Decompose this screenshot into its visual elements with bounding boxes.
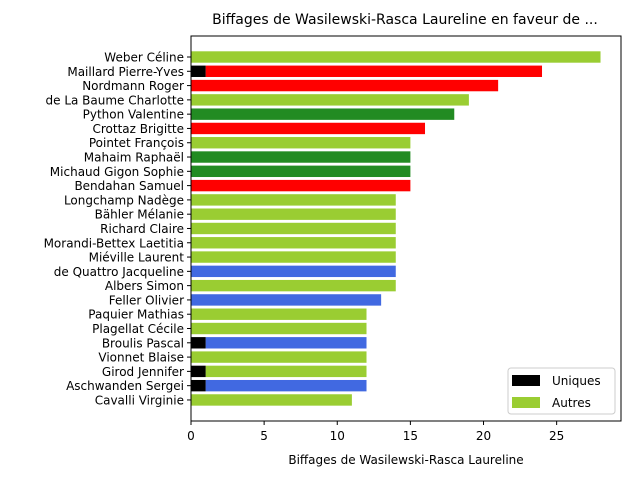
- bar-autres: [191, 322, 367, 335]
- bar-autres: [191, 137, 411, 149]
- x-axis-label: Biffages de Wasilewski-Rasca Laureline: [288, 453, 523, 467]
- bar-autres: [191, 222, 396, 235]
- y-tick-label: Morandi-Bettex Laetitia: [44, 236, 184, 250]
- bar-autres: [191, 151, 411, 163]
- y-tick-label: Aschwanden Sergei: [66, 379, 184, 393]
- legend: Uniques Autres: [507, 367, 616, 415]
- chart-title: Biffages de Wasilewski-Rasca Laureline e…: [212, 12, 598, 28]
- bar-autres: [191, 208, 396, 220]
- x-tick-label: 10: [330, 429, 345, 443]
- bar-autres: [191, 351, 367, 363]
- y-tick-label: Girod Jennifer: [102, 365, 184, 379]
- bar-autres: [205, 365, 367, 378]
- bar-uniques: [191, 65, 206, 77]
- bar-autres: [191, 179, 411, 192]
- bar-autres: [191, 308, 367, 320]
- y-tick-label: Vionnet Blaise: [98, 351, 184, 365]
- y-tick-label: Bendahan Samuel: [74, 179, 184, 193]
- bars-layer: [191, 51, 601, 406]
- bar-autres: [191, 79, 499, 92]
- y-tick-label: Albers Simon: [105, 279, 184, 293]
- bar-uniques: [191, 365, 206, 378]
- bar-autres: [191, 251, 396, 263]
- y-tick-label: Paquier Mathias: [88, 308, 184, 322]
- y-tick-label: de Quattro Jacqueline: [54, 265, 184, 279]
- bar-uniques: [191, 379, 206, 392]
- bar-autres: [191, 394, 352, 406]
- plot-frame: [190, 35, 622, 422]
- bar-autres: [191, 237, 396, 249]
- y-tick-label: Bähler Mélanie: [95, 208, 184, 222]
- bar-autres: [191, 51, 601, 63]
- legend-label-uniques: Uniques: [552, 374, 601, 388]
- legend-swatch-uniques: [512, 375, 540, 386]
- bar-autres: [191, 265, 396, 278]
- y-tick-label: de La Baume Charlotte: [46, 93, 185, 107]
- x-tick-label: 25: [549, 429, 564, 443]
- y-tick-label: Cavalli Virginie: [95, 393, 184, 407]
- y-tick-label: Maillard Pierre-Yves: [67, 65, 184, 79]
- bar-autres: [191, 294, 382, 306]
- y-tick-label: Mahaim Raphaël: [84, 151, 184, 165]
- bar-autres: [191, 194, 396, 206]
- bar-uniques: [191, 337, 206, 349]
- y-tick-label: Crottaz Brigitte: [92, 122, 184, 136]
- bar-autres: [191, 165, 411, 178]
- bar-autres: [205, 65, 543, 77]
- y-tick-label: Plagellat Cécile: [92, 322, 184, 336]
- bar-autres: [205, 337, 367, 349]
- bar-autres: [205, 379, 367, 392]
- x-axis: 0 5 10 15 20 25: [187, 421, 564, 443]
- y-tick-label: Pointet François: [89, 136, 184, 150]
- x-tick-label: 5: [260, 429, 268, 443]
- bar-autres: [191, 108, 455, 120]
- y-tick-label: Broulis Pascal: [102, 336, 184, 350]
- bar-autres: [191, 94, 469, 106]
- x-tick-label: 15: [403, 429, 418, 443]
- y-tick-label: Nordmann Roger: [82, 79, 184, 93]
- bar-autres: [191, 122, 426, 135]
- y-tick-label: Python Valentine: [83, 108, 184, 122]
- x-tick-label: 0: [187, 429, 195, 443]
- legend-label-autres: Autres: [552, 396, 591, 410]
- legend-swatch-autres: [512, 397, 540, 408]
- y-tick-label: Longchamp Nadège: [64, 193, 184, 207]
- y-tick-label: Richard Claire: [100, 222, 184, 236]
- y-tick-label: Weber Céline: [104, 51, 184, 65]
- y-tick-label: Feller Olivier: [109, 293, 184, 307]
- y-tick-label: Miéville Laurent: [89, 251, 185, 265]
- x-tick-label: 20: [476, 429, 491, 443]
- y-tick-label: Michaud Gigon Sophie: [50, 165, 184, 179]
- bar-autres: [191, 279, 396, 292]
